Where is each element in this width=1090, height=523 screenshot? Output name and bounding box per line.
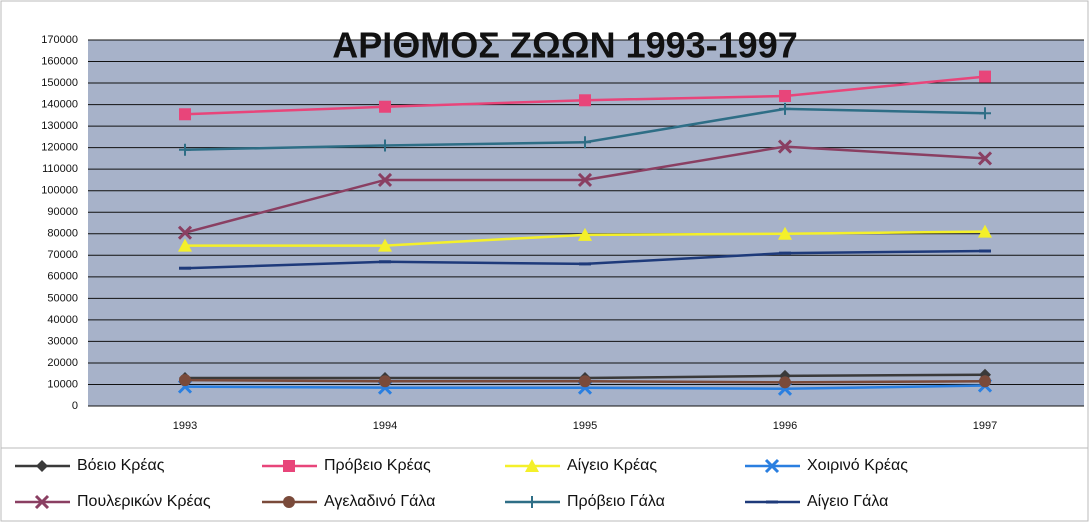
x-tick-label: 1995	[573, 420, 597, 432]
legend-marker	[34, 494, 50, 510]
y-tick-label: 120000	[41, 142, 78, 154]
marker	[377, 172, 393, 188]
y-tick-label: 40000	[47, 314, 78, 326]
legend-marker	[764, 458, 780, 474]
marker	[977, 151, 993, 166]
marker	[379, 375, 391, 388]
marker	[979, 70, 991, 83]
x-tick-label: 1994	[373, 420, 397, 432]
y-tick-label: 110000	[42, 163, 78, 175]
marker	[379, 100, 391, 113]
y-tick-label: 140000	[41, 98, 78, 110]
marker	[578, 227, 592, 241]
x-tick-label: 1997	[973, 420, 997, 432]
legend-marker	[36, 460, 48, 472]
y-tick-label: 50000	[47, 292, 78, 304]
legend-marker	[283, 460, 295, 472]
legend-label: Πρόβειο Γάλα	[567, 493, 665, 510]
legend-marker	[283, 496, 295, 508]
marker	[779, 376, 791, 389]
marker	[179, 143, 191, 156]
y-tick-label: 10000	[47, 378, 78, 390]
marker	[378, 238, 392, 252]
marker	[978, 224, 992, 238]
chart-title: ΑΡΙΘΜΟΣ ΖΩΩΝ 1993-1997	[332, 25, 798, 66]
legend-label: Αίγειο Κρέας	[567, 457, 657, 474]
marker	[779, 89, 791, 102]
y-tick-label: 170000	[41, 34, 78, 46]
legend-label: Πουλερικών Κρέας	[77, 493, 211, 510]
marker	[777, 139, 793, 154]
y-tick-label: 80000	[47, 228, 78, 240]
x-tick-label: 1996	[773, 420, 797, 432]
y-tick-label: 130000	[41, 120, 78, 132]
legend-label: Βόειο Κρέας	[77, 457, 165, 474]
legend-label: Πρόβειο Κρέας	[324, 457, 431, 474]
y-tick-label: 30000	[47, 335, 78, 347]
y-tick-label: 60000	[47, 271, 78, 283]
marker	[577, 172, 593, 188]
marker	[179, 374, 191, 387]
legend-marker	[525, 459, 539, 472]
marker	[979, 375, 991, 388]
y-tick-label: 0	[72, 400, 78, 412]
legend-label: Αγελαδινό Γάλα	[324, 493, 435, 510]
marker	[579, 94, 591, 107]
y-tick-label: 90000	[47, 206, 78, 218]
marker	[579, 136, 591, 149]
marker	[579, 375, 591, 388]
y-tick-label: 160000	[41, 55, 78, 67]
legend-marker	[526, 496, 538, 508]
marker	[778, 226, 792, 240]
marker	[178, 238, 192, 252]
marker	[179, 108, 191, 121]
y-tick-label: 70000	[47, 249, 78, 261]
marker	[979, 107, 991, 120]
y-tick-label: 100000	[41, 185, 78, 197]
marker	[177, 225, 193, 240]
x-tick-label: 1993	[173, 420, 197, 432]
legend-label: Χοιρινό Κρέας	[807, 457, 908, 474]
marker	[779, 102, 791, 115]
y-tick-label: 150000	[41, 77, 78, 89]
legend-label: Αίγειο Γάλα	[807, 493, 888, 510]
y-tick-label: 20000	[47, 357, 78, 369]
marker	[379, 139, 391, 152]
